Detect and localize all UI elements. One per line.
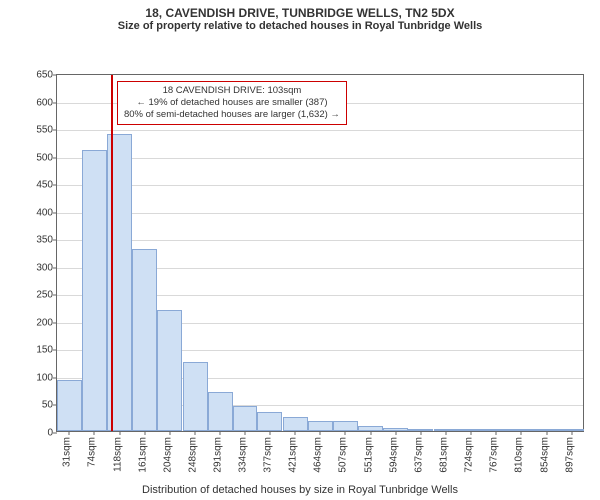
y-tick-label: 0: [47, 428, 53, 439]
y-tick-label: 300: [36, 262, 53, 273]
histogram-bar: [57, 380, 82, 431]
y-tick-mark: [53, 75, 57, 76]
chart-area: Number of detached properties 0501001502…: [0, 32, 600, 482]
chart-titles: 18, CAVENDISH DRIVE, TUNBRIDGE WELLS, TN…: [0, 0, 600, 32]
gridline: [57, 185, 583, 186]
y-tick-label: 50: [42, 400, 53, 411]
y-tick-label: 400: [36, 207, 53, 218]
x-tick-mark: [244, 431, 245, 435]
x-tick-mark: [94, 431, 95, 435]
histogram-bar: [283, 417, 308, 431]
y-tick-label: 150: [36, 345, 53, 356]
y-tick-mark: [53, 377, 57, 378]
x-tick-mark: [345, 431, 346, 435]
y-tick-mark: [53, 185, 57, 186]
x-tick-mark: [521, 431, 522, 435]
histogram-bar: [333, 421, 358, 431]
callout-line1: 18 CAVENDISH DRIVE: 103sqm: [124, 85, 340, 97]
y-tick-mark: [53, 267, 57, 268]
x-tick-mark: [269, 431, 270, 435]
x-tick-mark: [195, 431, 196, 435]
x-tick-label: 897sqm: [564, 437, 575, 473]
x-tick-mark: [446, 431, 447, 435]
gridline: [57, 158, 583, 159]
x-tick-mark: [144, 431, 145, 435]
histogram-bar: [233, 406, 258, 431]
x-tick-mark: [320, 431, 321, 435]
x-tick-label: 204sqm: [162, 437, 173, 473]
plot-region: 0501001502002503003504004505005506006503…: [56, 74, 584, 432]
x-tick-label: 551sqm: [363, 437, 374, 473]
histogram-bar: [82, 150, 107, 431]
x-tick-label: 334sqm: [237, 437, 248, 473]
property-callout: 18 CAVENDISH DRIVE: 103sqm← 19% of detac…: [117, 81, 347, 125]
property-marker-line: [111, 75, 113, 431]
y-tick-mark: [53, 350, 57, 351]
x-tick-label: 161sqm: [137, 437, 148, 473]
x-tick-label: 810sqm: [514, 437, 525, 473]
histogram-bar: [308, 421, 333, 431]
y-tick-label: 100: [36, 372, 53, 383]
y-tick-label: 550: [36, 125, 53, 136]
x-tick-label: 854sqm: [539, 437, 550, 473]
x-tick-mark: [220, 431, 221, 435]
x-tick-label: 637sqm: [413, 437, 424, 473]
y-tick-mark: [53, 322, 57, 323]
x-tick-mark: [395, 431, 396, 435]
y-tick-mark: [53, 130, 57, 131]
x-tick-label: 248sqm: [188, 437, 199, 473]
x-tick-label: 31sqm: [62, 437, 73, 467]
x-tick-label: 291sqm: [213, 437, 224, 473]
x-tick-mark: [119, 431, 120, 435]
x-tick-mark: [295, 431, 296, 435]
histogram-bar: [257, 412, 282, 431]
x-tick-mark: [496, 431, 497, 435]
gridline: [57, 240, 583, 241]
x-tick-label: 594sqm: [388, 437, 399, 473]
y-tick-label: 450: [36, 180, 53, 191]
x-tick-label: 681sqm: [439, 437, 450, 473]
histogram-bar: [157, 310, 182, 431]
y-tick-label: 500: [36, 152, 53, 163]
histogram-bar: [132, 249, 157, 431]
gridline: [57, 213, 583, 214]
y-tick-label: 600: [36, 97, 53, 108]
attribution-footer: Contains HM Land Registry data © Crown c…: [0, 496, 600, 500]
y-tick-label: 250: [36, 290, 53, 301]
x-tick-label: 507sqm: [338, 437, 349, 473]
title-address: 18, CAVENDISH DRIVE, TUNBRIDGE WELLS, TN…: [0, 6, 600, 20]
x-tick-label: 724sqm: [464, 437, 475, 473]
y-tick-label: 200: [36, 317, 53, 328]
x-tick-mark: [420, 431, 421, 435]
y-tick-mark: [53, 240, 57, 241]
callout-line3: 80% of semi-detached houses are larger (…: [124, 109, 340, 121]
x-tick-label: 421sqm: [288, 437, 299, 473]
x-tick-mark: [69, 431, 70, 435]
x-axis-label: Distribution of detached houses by size …: [0, 484, 600, 496]
x-tick-label: 767sqm: [489, 437, 500, 473]
gridline: [57, 130, 583, 131]
x-tick-mark: [571, 431, 572, 435]
x-tick-label: 377sqm: [262, 437, 273, 473]
x-tick-mark: [546, 431, 547, 435]
histogram-bar: [183, 362, 208, 431]
x-tick-mark: [370, 431, 371, 435]
x-tick-mark: [169, 431, 170, 435]
y-tick-mark: [53, 295, 57, 296]
x-tick-label: 74sqm: [87, 437, 98, 467]
title-subtitle: Size of property relative to detached ho…: [0, 20, 600, 32]
y-tick-label: 350: [36, 235, 53, 246]
y-tick-mark: [53, 212, 57, 213]
x-tick-label: 464sqm: [313, 437, 324, 473]
y-tick-label: 650: [36, 70, 53, 81]
y-tick-mark: [53, 157, 57, 158]
y-tick-mark: [53, 433, 57, 434]
y-tick-mark: [53, 102, 57, 103]
callout-line2: ← 19% of detached houses are smaller (38…: [124, 97, 340, 109]
histogram-bar: [208, 392, 233, 431]
x-tick-label: 118sqm: [112, 437, 123, 472]
x-tick-mark: [471, 431, 472, 435]
